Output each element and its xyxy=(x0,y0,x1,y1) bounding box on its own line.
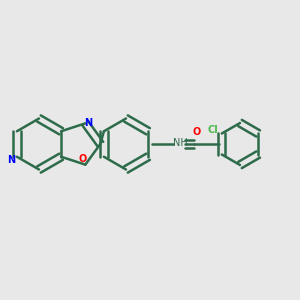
Text: NH: NH xyxy=(172,137,188,148)
Text: N: N xyxy=(84,118,92,128)
Text: O: O xyxy=(192,127,201,137)
Text: N: N xyxy=(7,155,15,165)
Text: O: O xyxy=(78,154,86,164)
Text: Cl: Cl xyxy=(207,125,218,136)
